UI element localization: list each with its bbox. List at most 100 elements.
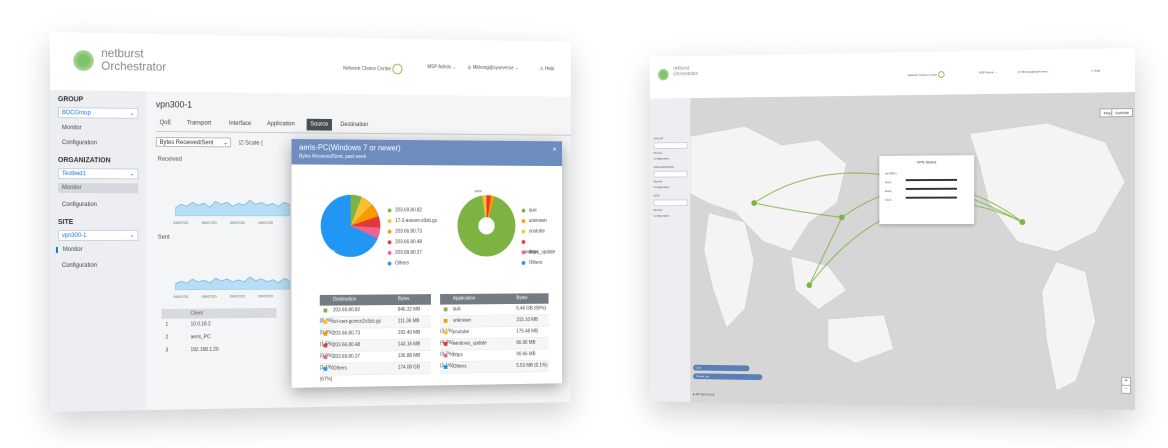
chevron-down-icon: ⌄ (223, 138, 228, 148)
user-icon: ◎ (467, 65, 471, 71)
vpn-status-popup: VPN Status vpn300-1 Gw.1 Gw.2 Gw.3 (879, 155, 974, 224)
modal-subtitle: Bytes Received/Sent, past week (299, 154, 555, 161)
tab-destination[interactable]: Destination (337, 119, 372, 131)
popup-row: Gw.3 (885, 196, 897, 205)
received-axis: 09/07/20 09/07/20 09/07/20 09/07/20 (173, 220, 286, 225)
chevron-down-icon: ⌄ (130, 169, 135, 180)
line-filter-chip[interactable]: Line (693, 365, 749, 372)
legend-item: 203.69.80.82 (388, 206, 437, 217)
sidebar-item-configuration[interactable]: Configuration (653, 185, 669, 189)
chevron-down-icon: ⌄ (130, 109, 135, 120)
admin-menu[interactable]: MSP Admin ⌄ (427, 64, 456, 70)
user-menu[interactable]: ◎ Mkhong@syseverse ⌄ (1018, 69, 1051, 73)
popup-row: Gw.2 (885, 187, 897, 196)
application-table: Application Bytes quic 5.46 GB (69%) unkno… (440, 293, 548, 374)
satellite-view-button[interactable]: Satellite (1111, 108, 1133, 117)
table-row[interactable]: Others 174.08 GB (67%) (320, 362, 431, 375)
sidebar: GROUP BDCGroup ⌄ Monitor Configuration OR… (50, 90, 146, 412)
group-section-title: GROUP (58, 96, 83, 103)
scale-checkbox[interactable]: ☑ Scale ( (238, 140, 262, 147)
destination-table: DestinationBytes 203.69.80.82846.32 MB (… (320, 294, 431, 376)
table-row[interactable]: Others 5.53 MB (0.1%) (440, 361, 548, 374)
donut-hole (478, 217, 494, 234)
sidebar-item-monitor[interactable]: Monitor (653, 151, 662, 155)
help-menu[interactable]: ⚠ Help (540, 66, 554, 72)
org-monitor-link[interactable]: Monitor (58, 183, 138, 193)
warning-icon: ⚠ (540, 66, 544, 72)
tab-application[interactable]: Application (263, 118, 298, 130)
zoom-control: + − (1121, 377, 1131, 394)
zoom-out-button[interactable]: − (1122, 385, 1130, 393)
client-table: Client 1 10.0.18.2 2 aeris_PC 3 192.168.1.2… (162, 308, 277, 357)
tab-interface[interactable]: Interface (225, 118, 255, 130)
destination-pie-chart: 54% (318, 182, 383, 270)
organization-select[interactable] (653, 171, 687, 178)
legend-item: Others (388, 259, 437, 270)
received-sparkline (175, 190, 290, 216)
logo-icon (657, 68, 670, 82)
popup-title: VPN Status (879, 159, 974, 165)
sidebar-item-monitor[interactable]: Monitor (653, 208, 662, 212)
org-configuration-link[interactable]: Configuration (62, 202, 97, 208)
close-icon[interactable]: × (552, 145, 556, 154)
metric-dropdown[interactable]: Bytes Received/Sent ⌄ (156, 137, 231, 147)
site-select[interactable] (653, 199, 687, 206)
popup-row: vpn300-1 (885, 169, 897, 178)
user-menu[interactable]: ◎ Mkhong@syseverse ⌄ (467, 65, 518, 72)
site-select[interactable]: vpn300-1 ⌄ (58, 230, 138, 241)
world-map[interactable]: Map Satellite VPN Status vpn300-1 Gw.1 G… (690, 92, 1135, 410)
legend-item: 17-2-aoesm-s9zb.gs (388, 216, 437, 227)
map-canvas (690, 92, 1135, 410)
group-select[interactable]: BDCGroup ⌄ (58, 107, 138, 119)
application-legend: quic unknown youtube windows_update http… (522, 206, 562, 269)
table-row[interactable]: 3 192.168.1.20 (162, 343, 277, 357)
warning-icon: ⚠ (1091, 69, 1094, 73)
site-section-title: SITE (58, 219, 73, 226)
sent-axis: 09/07/20 09/07/20 09/07/20 09/07/20 (173, 293, 286, 299)
sidebar-item-configuration[interactable]: Configuration (653, 214, 669, 218)
pie-right-pct: 84% (475, 188, 483, 193)
services-filter[interactable]: ▸ All Services (693, 391, 715, 396)
tab-bar: QoE Transport Interface Application Sour… (156, 117, 571, 136)
network-center-link[interactable]: Network Choice Center (343, 63, 402, 75)
page-title: vpn300-1 (156, 99, 192, 109)
left-screenshot: netburst Orchestrator Network Choice Cen… (50, 32, 571, 412)
site-marker[interactable] (839, 214, 845, 220)
tab-transport[interactable]: Transport (183, 117, 215, 129)
legend-item: youtube (522, 227, 562, 237)
tab-qoe[interactable]: QoE (156, 117, 175, 129)
site-configuration-link[interactable]: Configuration (62, 263, 97, 269)
organization-section-title: ORGANIZATION (653, 165, 673, 169)
site-marker[interactable] (751, 200, 756, 206)
sidebar: GROUP Monitor Configuration ORGANIZATION… (650, 98, 690, 402)
legend-item: 203.66.80.73 (388, 227, 437, 238)
client-detail-modal: aeris-PC(Windows 7 or newer) Bytes Recei… (292, 139, 562, 388)
table-row[interactable]: 1 10.0.18.2 (162, 318, 277, 332)
logo-line2: Orchestrator (101, 60, 166, 74)
right-screenshot: netburst Orchestrator Network Choice Cen… (650, 48, 1135, 410)
received-label: Received (158, 157, 182, 163)
tab-source[interactable]: Source (307, 119, 332, 131)
group-section-title: GROUP (653, 137, 663, 141)
site-marker[interactable] (1020, 219, 1026, 225)
group-configuration-link[interactable]: Configuration (62, 140, 97, 146)
site-marker[interactable] (807, 282, 813, 288)
sidebar-item-configuration[interactable]: Configuration (653, 157, 669, 161)
organization-select[interactable]: Testbed1 ⌄ (58, 168, 138, 179)
legend-item: 203.69.80.37 (388, 248, 437, 259)
group-select[interactable] (653, 142, 687, 149)
admin-menu[interactable]: MSP Admin ⌄ (979, 70, 997, 74)
sidebar-item-monitor[interactable]: Monitor (653, 179, 662, 183)
help-menu[interactable]: ⚠ Help (1091, 69, 1101, 73)
site-monitor-link[interactable]: Monitor (56, 247, 83, 253)
network-center-link[interactable]: Network Choice Center (908, 71, 945, 78)
tunnel-filter-chip[interactable]: Tunnel, etc (693, 373, 762, 380)
group-monitor-link[interactable]: Monitor (62, 125, 82, 131)
legend-item: 203.66.80.48 (388, 237, 437, 248)
legend-item: unknown (522, 216, 562, 226)
top-header: netburst Orchestrator Network Choice Cen… (50, 32, 571, 98)
status-circle-icon (392, 64, 402, 75)
logo-line2: Orchestrator (673, 71, 698, 77)
legend-item: quic (522, 206, 562, 217)
top-header: netburst Orchestrator Network Choice Cen… (650, 48, 1135, 100)
